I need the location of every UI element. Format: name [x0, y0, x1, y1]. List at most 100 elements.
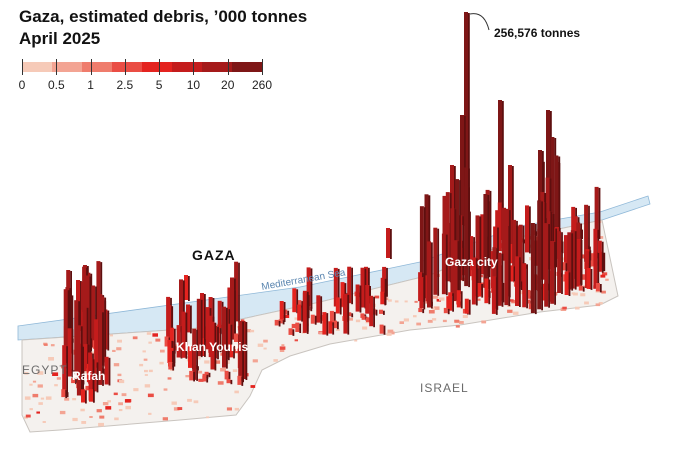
debris-cell [107, 400, 111, 403]
debris-bar [554, 155, 561, 252]
debris-cell [185, 375, 190, 378]
debris-cell [109, 334, 113, 337]
debris-cell [263, 347, 267, 350]
debris-bar [186, 304, 192, 334]
debris-bar [475, 215, 482, 296]
legend-tick [90, 59, 92, 75]
debris-cell [105, 406, 112, 410]
debris-cell [595, 303, 600, 307]
debris-cell [562, 306, 567, 310]
debris-cell [133, 388, 139, 392]
debris-cell [132, 336, 138, 340]
debris-cell [601, 290, 606, 294]
debris-cell [117, 373, 122, 377]
debris-cell [56, 377, 61, 380]
debris-cell [476, 298, 481, 301]
debris-cell [294, 317, 299, 320]
debris-bar [483, 194, 490, 289]
debris-bar [98, 311, 104, 386]
debris-cell [147, 393, 154, 398]
debris-cell [427, 319, 433, 323]
debris-bar [380, 277, 387, 305]
debris-bar [593, 251, 600, 290]
debris-bar [238, 320, 244, 383]
legend-tick [262, 59, 263, 75]
debris-bar [586, 268, 593, 290]
debris-bar [302, 292, 309, 334]
debris-cell [45, 396, 52, 400]
debris-cell [335, 328, 340, 331]
debris-bar [279, 301, 286, 322]
debris-bar [184, 275, 190, 301]
debris-bar [89, 389, 95, 403]
debris-bar [91, 285, 97, 349]
debris-cell [455, 325, 460, 328]
debris-bar [464, 186, 470, 288]
debris-bar [169, 327, 176, 354]
debris-cell [575, 306, 580, 310]
debris-bar [335, 297, 342, 315]
debris-bar [310, 314, 317, 325]
debris-cell [386, 332, 392, 336]
debris-cell [177, 407, 183, 410]
debris-bar [202, 375, 209, 383]
legend-swatch [142, 62, 172, 72]
debris-cell [598, 302, 603, 305]
debris-cell [279, 346, 286, 350]
debris-bar [419, 277, 426, 310]
debris-bar [167, 305, 174, 345]
debris-cell [389, 331, 395, 335]
debris-cell [431, 307, 436, 310]
debris-cell [354, 339, 358, 342]
debris-bar [292, 288, 299, 314]
debris-cell [220, 368, 226, 372]
debris-bar [189, 370, 195, 382]
debris-bar [63, 289, 70, 365]
debris-bar [333, 320, 339, 330]
legend-tick-label: 10 [186, 78, 201, 92]
debris-cell [40, 397, 45, 400]
debris-cell [32, 393, 39, 398]
debris-bar [295, 322, 302, 333]
debris-cell [580, 293, 586, 297]
debris-cell [416, 322, 421, 326]
debris-cell [167, 377, 172, 380]
debris-bar [550, 241, 556, 305]
debris-cell [403, 318, 409, 322]
debris-bar [418, 308, 425, 314]
debris-bar [464, 12, 470, 223]
label-israel: ISRAEL [420, 381, 469, 395]
debris-bar [226, 378, 233, 385]
debris-cell [54, 384, 58, 387]
debris-cell [294, 339, 298, 342]
debris-cell [52, 372, 59, 376]
debris-cell [428, 310, 435, 314]
debris-cell [38, 402, 43, 405]
debris-cell [43, 343, 48, 346]
debris-bar [518, 224, 525, 288]
debris-cell [113, 392, 118, 396]
debris-cell [148, 341, 152, 344]
legend-tick-label: 0 [18, 78, 26, 92]
label-khan-younis: Khan Younis [176, 340, 249, 354]
debris-cell [399, 321, 404, 324]
debris-bar [379, 309, 385, 315]
debris-bar [567, 232, 574, 291]
debris-bar [278, 319, 285, 325]
debris-cell [144, 374, 148, 376]
debris-cell [348, 318, 353, 321]
debris-cell [187, 398, 192, 402]
legend-tick [159, 59, 161, 75]
chart-title: Gaza, estimated debris, ’000 tonnes [19, 7, 308, 26]
debris-cell [36, 411, 40, 414]
debris-bar [92, 361, 99, 393]
debris-bar [443, 307, 450, 315]
debris-bar [448, 292, 454, 312]
debris-cell [197, 370, 203, 374]
legend-swatch [232, 62, 262, 72]
debris-cell [263, 339, 268, 343]
debris-cell [511, 299, 517, 304]
debris-bar [578, 285, 585, 292]
debris-cell [96, 409, 102, 413]
